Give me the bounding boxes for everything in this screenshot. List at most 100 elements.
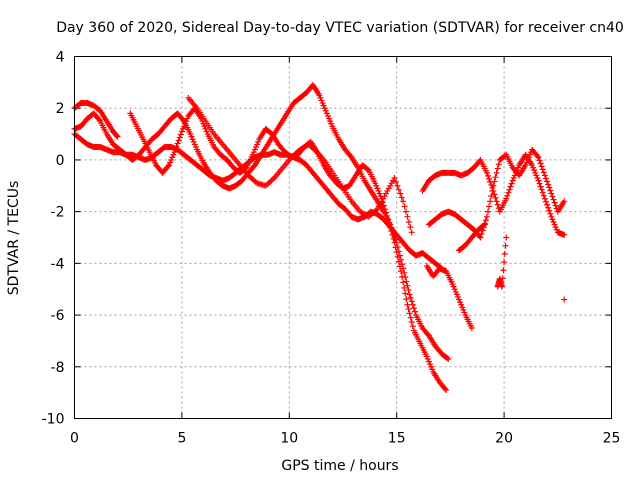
series-sat-d [127,105,450,394]
data-point [539,166,546,173]
data-point [499,275,506,282]
data-point [401,203,408,210]
data-point [561,198,568,205]
data-point [410,305,417,312]
data-point [390,235,397,242]
x-axis-label: GPS time / hours [281,458,398,474]
data-point [503,234,510,241]
data-point [406,291,413,298]
data-point [409,323,416,330]
data-point [490,182,497,189]
data-point [172,146,179,153]
data-point [494,165,501,172]
data-point [507,183,514,190]
data-point [403,208,410,215]
series-sat-g [425,146,568,241]
data-point [407,314,414,321]
series-sat-a [71,100,121,140]
data-point [548,190,555,197]
data-point [539,189,546,196]
data-point [364,166,371,173]
data-point [400,279,407,286]
data-point [175,137,182,144]
data-point [536,180,543,187]
x-tick-label: 25 [603,431,621,447]
data-point [177,131,184,138]
data-point [535,154,542,161]
data-point [486,203,493,210]
data-point [408,298,415,305]
data-point [398,194,405,201]
data-point [397,190,404,197]
data-point [250,163,257,170]
data-point [114,133,121,140]
data-point [552,202,559,209]
data-point [541,172,548,179]
data-point [401,269,408,276]
data-point [404,301,411,308]
data-point [483,169,490,176]
data-point [561,296,568,303]
data-point [549,193,556,200]
data-point [394,253,401,260]
data-point [478,231,485,238]
data-points [71,81,568,394]
y-tick-label: -2 [51,205,65,221]
data-point [347,153,354,160]
data-point [488,193,495,200]
data-point [502,242,509,249]
data-point [408,229,415,236]
data-point [442,385,449,392]
data-point [380,202,387,209]
data-point [396,263,403,270]
data-point [403,278,410,285]
data-point [402,290,409,297]
data-point [400,198,407,205]
data-point [503,195,510,202]
y-tick-label: -8 [51,360,65,376]
data-point [480,222,487,229]
data-point [404,282,411,289]
plot-frame [74,56,612,419]
data-point [492,174,499,181]
y-tick-label: -6 [51,308,65,324]
data-point [506,186,513,193]
y-tick-label: 2 [56,101,65,117]
data-point [393,249,400,256]
data-point [404,213,411,220]
data-point [424,331,431,338]
data-point [391,239,398,246]
data-point [542,175,549,182]
data-point [492,194,499,201]
y-tick-label: 0 [56,153,65,169]
data-point [536,157,543,164]
data-point [493,198,500,205]
y-tick-label: -4 [51,256,65,272]
data-point [403,296,410,303]
data-point [546,184,553,191]
data-point [547,187,554,194]
data-point [444,355,451,362]
data-point [537,183,544,190]
grid [74,56,612,419]
data-point [487,198,494,205]
data-point [505,189,512,196]
data-point [493,169,500,176]
data-point [176,134,183,141]
data-point [386,220,393,227]
data-point [391,175,398,182]
data-point [407,224,414,231]
x-tick-label: 5 [177,431,186,447]
data-point [164,163,171,170]
data-point [392,178,399,185]
data-point [387,224,394,231]
data-point [538,163,545,170]
data-point [399,273,406,280]
data-point [547,210,554,217]
data-point [545,204,552,211]
data-point [468,325,475,331]
series-sat-c [71,81,452,363]
data-point [550,196,557,203]
data-point [484,208,491,215]
data-point [486,175,493,182]
